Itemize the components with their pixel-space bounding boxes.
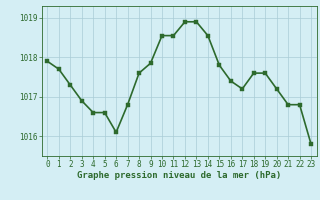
X-axis label: Graphe pression niveau de la mer (hPa): Graphe pression niveau de la mer (hPa)	[77, 171, 281, 180]
